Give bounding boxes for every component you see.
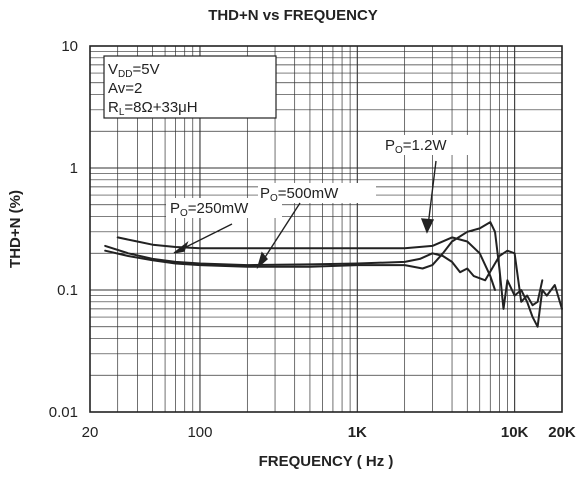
y-tick-labels: 0.01 0.1 1 10	[49, 38, 78, 421]
arrow-500mw	[261, 202, 301, 263]
series-label-500mw: PO=500mW	[260, 185, 339, 204]
arrowhead-500mw	[256, 251, 268, 270]
y-tick-label: 0.01	[49, 404, 78, 421]
arrowhead-250mw	[173, 240, 189, 254]
x-tick-label: 20	[82, 424, 99, 441]
y-tick-label: 0.1	[57, 282, 78, 299]
label-bg-250mw	[166, 198, 282, 218]
arrowhead-1-2w	[420, 218, 435, 234]
x-tick-label: 100	[187, 424, 212, 441]
series-line-1	[104, 244, 544, 307]
x-tick-label: 20K	[548, 424, 576, 441]
plot-frame	[89, 45, 563, 413]
arrow-1-2w	[427, 160, 437, 227]
y-axis-label: THD+N (%)	[7, 190, 24, 268]
series-labels: PO=250mW PO=500mW PO=1.2W	[166, 135, 478, 219]
x-tick-label: 1K	[348, 424, 367, 441]
series-layer	[104, 221, 563, 328]
load-condition: RL=8Ω+33μH	[108, 99, 198, 118]
x-tick-label: 10K	[501, 424, 529, 441]
pointer-arrows	[173, 160, 437, 270]
arrow-250mw	[179, 223, 233, 251]
y-tick-label: 10	[61, 38, 78, 55]
conditions-box: VDD=5V Av=2 RL=8Ω+33μH	[103, 55, 277, 119]
series-line-2	[104, 221, 563, 328]
x-tick-labels: 20 100 1K 10K 20K	[82, 424, 576, 441]
x-axis-label: FREQUENCY ( Hz )	[259, 453, 394, 470]
label-bg-1-2w	[382, 135, 478, 155]
conditions-box-bg	[103, 55, 277, 119]
y-tick-label: 1	[70, 160, 78, 177]
vdd-condition: VDD=5V	[108, 61, 160, 80]
label-bg-500mw	[258, 183, 376, 203]
series-label-250mw: PO=250mW	[170, 200, 249, 219]
series-label-1-2w: PO=1.2W	[385, 137, 447, 156]
series-line-0	[116, 236, 496, 291]
gain-condition: Av=2	[108, 80, 142, 97]
chart-title: THD+N vs FREQUENCY	[208, 7, 378, 24]
